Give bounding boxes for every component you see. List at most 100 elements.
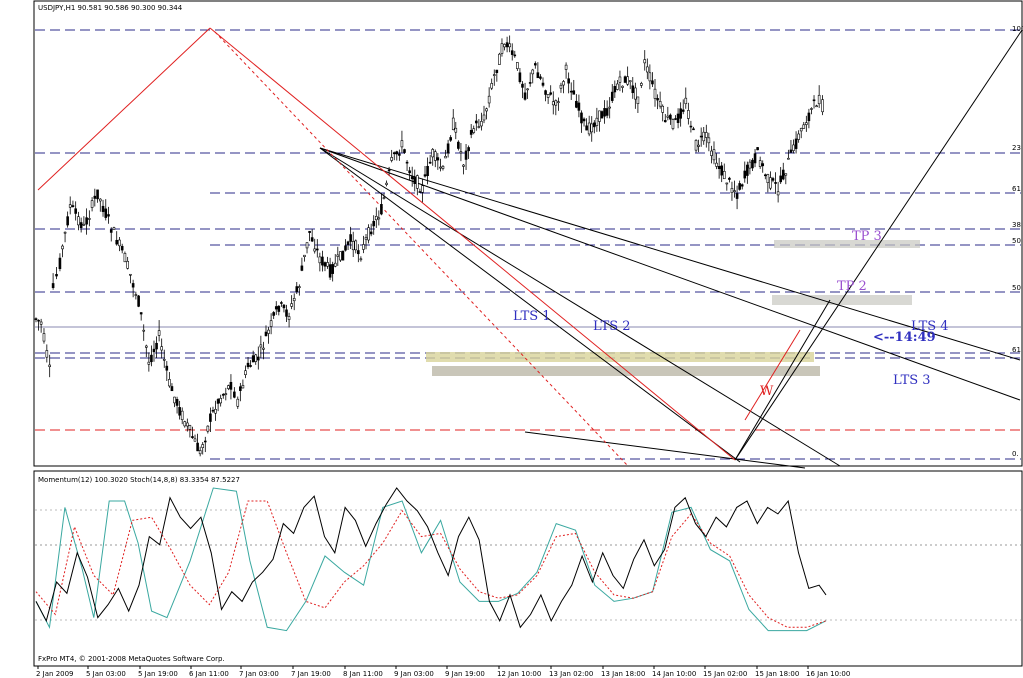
- candle-body: [115, 239, 119, 245]
- candle-body: [233, 391, 236, 398]
- candle-body: [418, 191, 422, 193]
- candle-body: [390, 157, 393, 161]
- candle-body: [403, 149, 406, 153]
- candle-body: [372, 220, 376, 227]
- candle-body: [585, 125, 588, 131]
- candle-body: [792, 144, 795, 151]
- candle-body: [295, 286, 299, 292]
- red-trend-dotted: [214, 31, 629, 467]
- candle-body: [180, 410, 184, 420]
- candle-body: [211, 409, 215, 412]
- candle-body: [459, 151, 463, 154]
- x-tick-label: 2 Jan 2009: [36, 670, 74, 678]
- candle-body: [123, 252, 127, 263]
- candle-body: [464, 150, 468, 160]
- candle-body: [610, 91, 614, 101]
- candle-body: [241, 385, 245, 389]
- candle-body: [467, 147, 470, 152]
- candle-body: [196, 442, 199, 452]
- candle-body: [518, 72, 522, 83]
- candle-body: [224, 393, 228, 395]
- candle-body: [616, 83, 619, 90]
- candle-body: [439, 166, 442, 169]
- candle-body: [405, 161, 409, 164]
- candle-body: [308, 230, 311, 233]
- candle-body: [444, 156, 447, 159]
- candle-body: [285, 309, 288, 317]
- candle-body: [789, 149, 793, 153]
- tp3-label: TP 3: [852, 229, 882, 244]
- candle-body: [357, 250, 360, 255]
- candle-body: [68, 204, 72, 208]
- candle-body: [636, 96, 640, 105]
- candle-body: [521, 83, 524, 88]
- candle-body: [433, 151, 437, 161]
- candle-body: [557, 101, 560, 103]
- stochastic-main-line: [35, 487, 827, 632]
- candle-body: [817, 94, 821, 105]
- candle-body: [722, 170, 726, 180]
- candle-body: [469, 130, 473, 135]
- candle-body: [815, 105, 818, 108]
- candle-body: [676, 113, 680, 123]
- candle-body: [648, 72, 652, 82]
- candle-body: [416, 175, 419, 189]
- candle-body: [587, 122, 591, 135]
- candle-body: [580, 112, 583, 124]
- lts-line-a: [319, 147, 1021, 361]
- candle-body: [229, 381, 233, 390]
- candle-body: [485, 108, 488, 112]
- candle-body: [101, 205, 105, 212]
- main-panel-frame: [33, 0, 1023, 467]
- candle-body: [480, 121, 483, 127]
- candle-body: [318, 256, 322, 264]
- candle-body: [104, 208, 108, 218]
- candle-body: [799, 128, 803, 132]
- candle-body: [37, 319, 40, 322]
- momentum-line: [35, 487, 827, 629]
- candle-body: [157, 330, 161, 336]
- candle-body: [323, 262, 327, 267]
- candle-body: [300, 265, 304, 271]
- candle-body: [221, 394, 225, 396]
- candle-body: [61, 245, 64, 250]
- candle-body: [626, 76, 629, 85]
- candle-body: [605, 108, 609, 116]
- candle-body: [551, 101, 555, 106]
- candle-body: [206, 425, 210, 432]
- candle-body: [653, 88, 657, 99]
- candle-body: [821, 99, 824, 113]
- candle-body: [267, 329, 270, 334]
- candle-body: [385, 182, 388, 185]
- candle-body: [364, 237, 368, 240]
- candle-body: [751, 159, 754, 169]
- candle-body: [710, 150, 713, 156]
- red-short-up: [744, 329, 801, 421]
- candle-body: [774, 182, 777, 184]
- candle-body: [42, 333, 46, 342]
- candle-body: [679, 108, 682, 119]
- time-marker-label: <--14:49: [873, 330, 936, 345]
- candle-body: [188, 425, 192, 430]
- candle-body: [431, 149, 435, 158]
- tp2-label: TP 2: [837, 279, 867, 294]
- red-trend-down: [209, 27, 736, 461]
- candle-body: [779, 175, 782, 183]
- candle-body: [346, 241, 350, 245]
- candle-body: [351, 241, 355, 251]
- candle-body: [505, 42, 509, 48]
- lts-channel-lower: [734, 299, 831, 461]
- candle-body: [725, 182, 729, 185]
- fib-label: 61.: [1012, 185, 1023, 193]
- candle-body: [769, 177, 772, 189]
- candle-body: [137, 295, 140, 307]
- lts-line-1: [319, 147, 741, 463]
- candle-body: [666, 115, 670, 118]
- candle-body: [569, 90, 573, 93]
- candle-body: [634, 87, 637, 100]
- candle-body: [183, 421, 187, 427]
- candle-body: [746, 164, 749, 176]
- candle-body: [510, 50, 514, 55]
- candle-body: [656, 98, 659, 101]
- candle-body: [152, 348, 156, 353]
